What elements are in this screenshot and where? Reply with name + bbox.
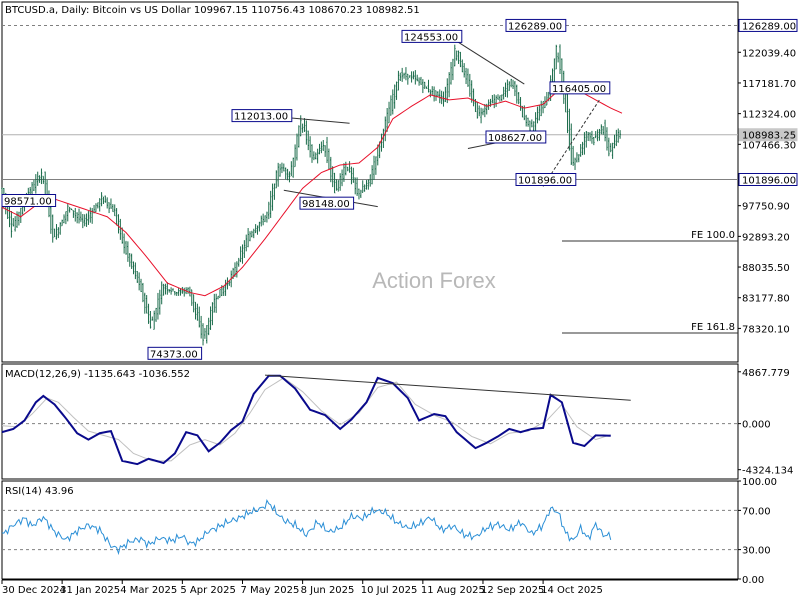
x-tick-label: 12 Sep 2025 <box>481 585 544 596</box>
y-tick-label: 122039.40 <box>742 48 796 59</box>
macd-y-tick-label: 4867.779 <box>742 368 790 379</box>
annotation-label: 74373.00 <box>150 349 198 360</box>
annotation-label-box <box>401 29 463 43</box>
x-tick-label: 31 Jan 2025 <box>60 585 120 596</box>
x-tick-label: 14 Oct 2025 <box>541 585 603 596</box>
fe-level-label: FE 161.8 <box>691 322 735 333</box>
y-tick-label: 92893.20 <box>742 232 790 243</box>
x-tick-label: 30 Dec 2024 <box>2 585 66 596</box>
y-tick-label: 101896.00 <box>742 175 796 186</box>
annotation-label: 108627.00 <box>488 133 542 144</box>
annotation-label: 124553.00 <box>404 32 458 43</box>
pane-frame-2 <box>1 480 739 580</box>
annotation-label: 101896.00 <box>518 175 572 186</box>
x-tick-label: 4 Mar 2025 <box>120 585 177 596</box>
y-tick-box <box>738 172 798 186</box>
macd-pane[interactable]: MACD(12,26,9) -1135.643 -1036.552 <box>1 369 738 466</box>
annotation-label: 116405.00 <box>552 84 606 95</box>
y-tick-box <box>738 18 798 32</box>
macd-signal-line <box>1 377 611 462</box>
panes <box>1 1 739 581</box>
annotation-label-box <box>515 172 577 186</box>
chart-header: BTCUSD.a, Daily: Bitcoin vs US Dollar 10… <box>5 5 420 16</box>
macd-trendline <box>264 374 631 401</box>
macd-y-tick-label: -4324.134 <box>742 466 793 477</box>
rsi-y-tick-label: 70.00 <box>742 506 771 517</box>
y-tick-label: 107466.30 <box>742 140 796 151</box>
annotation-label: 98571.00 <box>4 196 52 207</box>
y-tick-label: 117181.70 <box>742 79 796 90</box>
annotation-label-box <box>505 18 567 32</box>
rsi-label: RSI(14) 43.96 <box>5 486 74 497</box>
annotation-label-box <box>147 346 203 360</box>
y-tick-label: 83177.80 <box>742 294 790 305</box>
macd-line <box>1 374 611 466</box>
rsi-y-tick-label: 0.00 <box>742 575 764 586</box>
y-tick-label: 126289.00 <box>742 21 796 32</box>
annotation-label-box <box>549 81 611 95</box>
rsi-y-tick-label: 30.00 <box>742 546 771 557</box>
x-tick-label: 11 Aug 2025 <box>421 585 485 596</box>
annotation-label-box <box>231 109 293 123</box>
annotation-label: 126289.00 <box>508 21 562 32</box>
annotation-label-box <box>1 193 57 207</box>
macd-label: MACD(12,26,9) -1135.643 -1036.552 <box>5 369 190 380</box>
moving-average-line <box>1 86 623 297</box>
annotation-label-box <box>299 196 355 210</box>
pane-frame-0 <box>1 1 739 363</box>
rsi-pane[interactable]: RSI(14) 43.96 <box>1 486 738 556</box>
trendline <box>542 99 600 187</box>
y-tick-label: 112324.00 <box>742 110 796 121</box>
watermark: Action Forex <box>372 268 496 293</box>
fe-level-label: FE 100.0 <box>691 230 735 241</box>
price-pane[interactable]: FE 100.0 FE 161.8 98571.00 112013.00 98148.0… <box>1 18 738 360</box>
annotation-label: 112013.00 <box>234 112 288 123</box>
y-tick-label: 108983.25 <box>742 131 796 142</box>
trendline <box>448 35 525 85</box>
x-tick-label: 7 May 2025 <box>240 585 299 596</box>
macd-y-tick-label: 0.000 <box>742 420 771 431</box>
rsi-line <box>1 499 612 556</box>
y-tick-label: 97750.90 <box>742 202 790 213</box>
x-tick-label: 8 Jun 2025 <box>301 585 355 596</box>
x-tick-label: 10 Jul 2025 <box>361 585 418 596</box>
axes: 126289.00 122039.40 117181.70 112324.00 1089… <box>1 18 798 596</box>
x-tick-label: 5 Apr 2025 <box>180 585 235 596</box>
y-tick-label: 78320.10 <box>742 324 790 335</box>
rsi-y-tick-label: 100.00 <box>742 477 777 488</box>
annotation-label-box <box>485 130 547 144</box>
annotation-label: 98148.00 <box>302 199 350 210</box>
y-tick-box <box>738 128 798 142</box>
pane-frame-1 <box>1 363 739 480</box>
y-tick-label: 88035.50 <box>742 263 790 274</box>
